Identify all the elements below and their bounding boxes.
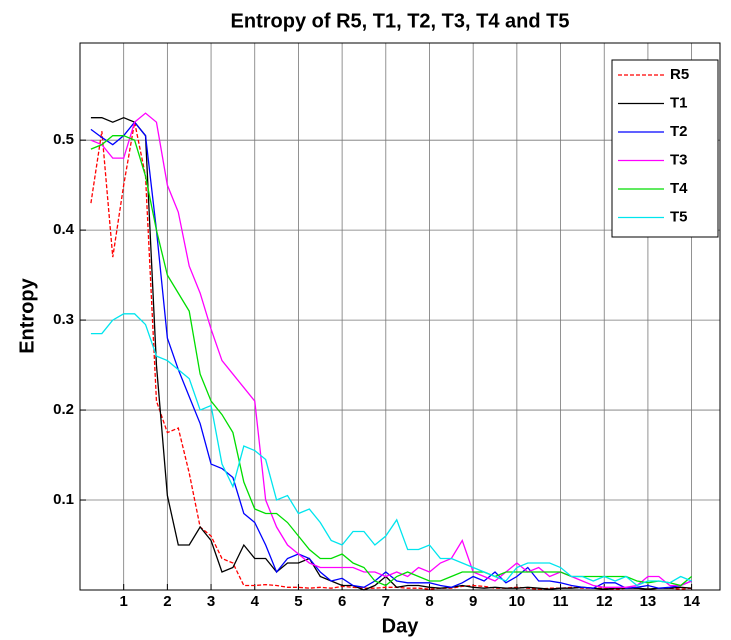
- x-tick-label: 10: [509, 593, 526, 610]
- legend-label: R5: [670, 66, 689, 83]
- x-tick-label: 4: [251, 593, 260, 610]
- x-tick-label: 7: [382, 593, 390, 610]
- x-tick-label: 9: [469, 593, 477, 610]
- legend-box: [611, 59, 719, 238]
- x-tick-label: 11: [553, 593, 569, 610]
- legend-label: T3: [670, 151, 688, 168]
- x-tick-label: 3: [207, 593, 215, 610]
- y-tick-label: 0.2: [53, 401, 74, 418]
- legend-label: T4: [670, 180, 688, 197]
- y-tick-label: 0.1: [53, 491, 74, 508]
- y-axis-label: Entropy: [16, 277, 38, 353]
- x-tick-label: 12: [596, 593, 613, 610]
- x-tick-label: 2: [163, 593, 171, 610]
- series-line: [90, 313, 692, 587]
- x-tick-label: 5: [294, 593, 302, 610]
- x-tick-label: 8: [425, 593, 433, 610]
- legend-label: T1: [670, 94, 688, 111]
- x-tick-label: 14: [683, 593, 700, 610]
- y-tick-label: 0.3: [53, 311, 74, 328]
- plot-frame: [79, 42, 721, 591]
- x-tick-label: 13: [640, 593, 657, 610]
- chart-title: Entropy of R5, T1, T2, T3, T4 and T5: [231, 10, 570, 32]
- series-line: [90, 121, 692, 589]
- series-line: [90, 122, 692, 590]
- y-tick-label: 0.5: [53, 131, 74, 148]
- y-tick-label: 0.4: [53, 221, 75, 238]
- x-tick-label: 6: [338, 593, 346, 610]
- legend-label: T2: [670, 123, 688, 140]
- series-line: [90, 135, 693, 587]
- series-line: [90, 112, 692, 588]
- x-tick-label: 1: [120, 593, 128, 610]
- x-axis-label: Day: [382, 615, 420, 637]
- legend-label: T5: [670, 208, 688, 225]
